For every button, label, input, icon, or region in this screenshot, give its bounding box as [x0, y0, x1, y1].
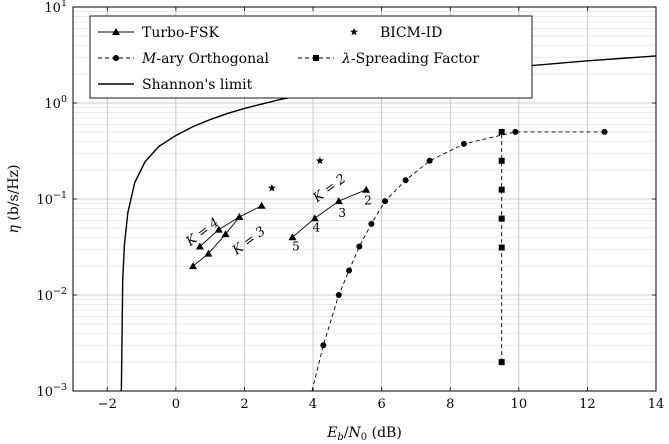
- triangle-marker: [204, 249, 213, 257]
- circle-marker: [335, 292, 342, 298]
- x-tick-label: 0: [172, 397, 180, 412]
- x-tick-label: 2: [240, 397, 248, 412]
- circle-marker: [601, 128, 608, 135]
- square-marker: [498, 244, 505, 251]
- legend-label: Shannon's limit: [142, 77, 253, 93]
- x-axis-label: Eb/N0 (dB): [326, 425, 402, 443]
- turbo-line: [199, 205, 262, 247]
- triangle-marker: [257, 201, 266, 209]
- triangle-marker: [288, 233, 297, 241]
- x-tick-label: 14: [648, 397, 665, 412]
- circle-marker: [512, 128, 519, 135]
- legend-entry: M-ary Orthogonal: [98, 51, 269, 67]
- series-mary: [311, 128, 608, 391]
- square-marker: [313, 55, 319, 61]
- series-turbo: [195, 201, 266, 250]
- triangle-marker: [214, 225, 223, 233]
- triangle-marker: [112, 28, 120, 35]
- legend: Turbo-FSK BICM-ID M-ary Orthogonal λ-Spread…: [89, 15, 533, 99]
- triangle-marker: [235, 212, 244, 220]
- square-marker: [498, 186, 505, 193]
- star-marker: [315, 156, 324, 165]
- square-marker: [498, 157, 505, 164]
- triangle-marker: [195, 242, 204, 250]
- circle-marker: [426, 157, 433, 164]
- circle-marker: [382, 198, 389, 205]
- legend-label: BICM-ID: [380, 25, 442, 41]
- legend-box: [89, 15, 533, 99]
- legend-entry: Shannon's limit: [98, 77, 253, 93]
- series-turbo: [288, 185, 371, 241]
- star-marker: [350, 27, 358, 36]
- series-bicm: [267, 156, 324, 192]
- tick-layer: −2 0 2 4 6 8 10 12 14 10−3 10−2 10−1 100 101: [36, 0, 664, 412]
- y-tick-label: 100: [44, 94, 67, 112]
- turbo-line: [292, 189, 367, 238]
- circle-marker: [356, 243, 363, 250]
- circle-marker: [113, 55, 119, 61]
- circle-marker: [368, 220, 375, 227]
- legend-label: Turbo-FSK: [142, 25, 219, 41]
- series-spreading: [498, 128, 505, 366]
- triangle-marker: [221, 230, 230, 238]
- circle-marker: [346, 267, 353, 274]
- series-layer: [120, 55, 656, 391]
- y-tick-label: 10−1: [36, 190, 67, 208]
- legend-entry: Turbo-FSK: [98, 25, 219, 41]
- square-marker: [498, 215, 505, 222]
- square-marker: [498, 359, 505, 366]
- legend-entry: λ-Spreading Factor: [298, 51, 479, 67]
- legend-entry: BICM-ID: [350, 25, 442, 41]
- annotation-label: 3: [338, 206, 346, 220]
- y-tick-label: 101: [44, 0, 67, 16]
- circle-marker: [402, 177, 409, 184]
- annotation-label: 5: [292, 240, 300, 254]
- y-tick-label: 10−3: [36, 382, 67, 400]
- turbo-line: [192, 216, 240, 267]
- x-tick-label: 6: [378, 397, 386, 412]
- annotation-label: 2: [364, 193, 372, 207]
- x-tick-label: 12: [579, 397, 596, 412]
- triangle-marker: [310, 214, 319, 222]
- x-tick-label: 8: [446, 397, 454, 412]
- annotation-label: 4: [313, 220, 321, 234]
- y-axis-label: η (b/s/Hz): [6, 165, 22, 234]
- x-tick-label: −2: [98, 397, 117, 412]
- triangle-marker: [362, 185, 371, 193]
- circle-marker: [460, 140, 467, 147]
- square-marker: [498, 128, 505, 135]
- x-tick-label: 4: [309, 397, 317, 412]
- triangle-marker: [334, 197, 343, 205]
- legend-label: λ-Spreading Factor: [341, 51, 479, 67]
- triangle-marker: [189, 262, 198, 270]
- x-tick-label: 10: [511, 397, 528, 412]
- legend-label: M-ary Orthogonal: [141, 51, 269, 67]
- circle-marker: [320, 342, 327, 349]
- mary-line: [311, 131, 605, 391]
- y-tick-label: 10−2: [36, 286, 67, 304]
- star-marker: [267, 183, 276, 192]
